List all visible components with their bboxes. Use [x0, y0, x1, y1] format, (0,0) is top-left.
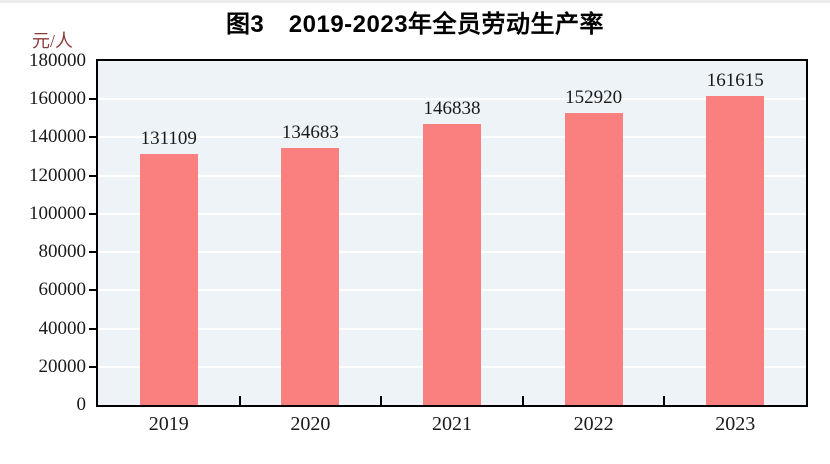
y-tick-140000 [89, 136, 96, 139]
x-boundary-tick-3 [521, 396, 524, 405]
bar-value-label-2022: 152920 [565, 86, 623, 108]
bar-2020 [281, 147, 340, 405]
y-tick-label-180000: 180000 [29, 50, 86, 71]
top-edge-divider [0, 0, 830, 3]
x-label-2023: 2023 [715, 413, 756, 435]
bar-value-label-2021: 146838 [423, 98, 481, 120]
y-axis-tick-labels: 0 20000 40000 60000 80000 100000 120000 140000 1… [0, 50, 87, 415]
bar-2022 [564, 112, 623, 405]
x-label-2020: 2020 [290, 413, 331, 435]
y-tick-label-80000: 80000 [38, 241, 87, 263]
y-tick-20000 [89, 365, 96, 368]
y-tick-label-20000: 20000 [38, 355, 87, 377]
plot-area: 131109 134683 146838 152920 161615 [96, 59, 808, 407]
y-tick-40000 [89, 327, 96, 330]
chart-title: 图3 2019-2023年全员劳动生产率 [225, 11, 605, 38]
y-tick-label-0: 0 [76, 394, 87, 415]
y-tick-60000 [89, 289, 96, 292]
bar-value-label-2019: 131109 [140, 128, 197, 150]
y-tick-label-120000: 120000 [29, 164, 86, 186]
x-boundary-tick-1 [238, 396, 241, 405]
x-boundary-tick-2 [380, 396, 383, 405]
y-tick-100000 [89, 212, 96, 215]
y-tick-label-140000: 140000 [29, 126, 86, 148]
bar-value-label-2020: 134683 [281, 121, 339, 143]
x-label-2021: 2021 [431, 413, 472, 435]
x-label-2019: 2019 [148, 413, 189, 435]
x-axis-category-labels: 2019 2020 2021 2022 2023 [98, 413, 806, 439]
y-axis-unit-label: 元/人 [32, 31, 74, 51]
bar-2021 [423, 124, 481, 405]
y-tick-label-60000: 60000 [38, 279, 87, 301]
bar-2019 [139, 154, 198, 405]
bar-2023 [706, 96, 765, 405]
x-label-2022: 2022 [573, 413, 614, 435]
y-tick-label-100000: 100000 [29, 202, 86, 224]
y-tick-label-40000: 40000 [38, 317, 87, 339]
y-tick-120000 [89, 174, 96, 177]
x-boundary-tick-4 [663, 396, 666, 405]
y-tick-80000 [89, 251, 96, 254]
gridline-160000 [98, 98, 806, 101]
y-tick-160000 [89, 98, 96, 101]
bar-value-label-2023: 161615 [706, 70, 764, 92]
y-tick-label-160000: 160000 [29, 88, 86, 110]
